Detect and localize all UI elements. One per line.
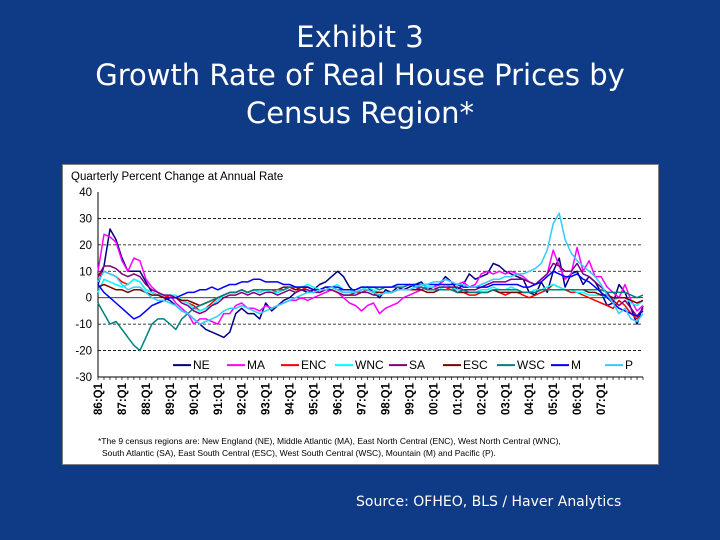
y-tick-label: 30 [79,213,92,225]
y-tick-label: 40 [79,187,92,199]
legend-label-ma: MA [247,358,265,372]
series-line-p [97,212,644,325]
source-note: Source: OFHEO, BLS / Haver Analytics [356,494,622,510]
series-line-sa [97,262,644,317]
x-tick-label: 90:Q1 [189,382,201,415]
title-line-3: Census Region* [245,96,475,130]
x-tick-label: 03:Q1 [500,382,512,415]
chart-panel: Quarterly Percent Change at Annual Rate … [62,164,659,465]
x-tick-label: 02:Q1 [476,382,488,415]
y-tick-label: -30 [75,372,92,384]
x-tick-label: 88:Q1 [141,382,153,415]
legend-label-sa: SA [409,358,425,372]
legend-label-ne: NE [193,358,210,372]
y-tick-label: 20 [79,240,92,252]
x-tick-label: 89:Q1 [165,382,177,415]
x-tick-label: 04:Q1 [524,382,536,415]
y-tick-label: -20 [75,346,92,358]
x-tick-label: 96:Q1 [333,382,345,415]
x-tick-label: 86:Q1 [93,382,105,415]
y-tick-label: 10 [79,266,92,278]
x-tick-label: 97:Q1 [357,382,369,415]
chart-footnote: *The 9 census regions are: New England (… [98,435,653,459]
x-tick-label: 87:Q1 [117,382,129,415]
x-tick-label: 99:Q1 [404,382,416,415]
y-axis-label: Quarterly Percent Change at Annual Rate [71,171,283,183]
axes: -30 -20 -10 0 10 20 30 40 86:Q1 87:Q1 88:Q1 89:Q1 90… [75,187,644,415]
x-tick-label: 98:Q1 [380,382,392,415]
x-tick-label: 05:Q1 [548,382,560,415]
x-tick-label: 07:Q1 [596,382,608,415]
legend-label-m: M [571,358,581,372]
footnote-line-2: South Atlantic (SA), East South Central … [102,448,496,458]
legend: NE MA ENC WNC SA ESC WSC M P [173,358,633,372]
legend-label-wsc: WSC [517,358,545,372]
legend-label-enc: ENC [301,358,327,372]
legend-label-wnc: WNC [355,358,384,372]
line-chart: Quarterly Percent Change at Annual Rate … [71,171,644,415]
y-tick-label: 0 [86,293,92,305]
x-tick-label: 91:Q1 [213,382,225,415]
x-tick-label: 95:Q1 [309,382,321,415]
x-tick-label: 92:Q1 [237,382,249,415]
x-tick-label: 06:Q1 [572,382,584,415]
series-line-ma [97,233,644,325]
legend-label-esc: ESC [463,358,488,372]
legend-label-p: P [625,358,633,372]
series-line-enc [97,270,644,320]
title-line-2: Growth Rate of Real House Prices by [95,58,625,92]
title-line-1: Exhibit 3 [296,20,424,54]
slide-title: Exhibit 3 Growth Rate of Real House Pric… [0,18,720,132]
series-line-wnc [97,278,644,312]
series-line-m [97,270,644,320]
x-tick-label: 01:Q1 [452,382,464,415]
series-lines [97,212,644,352]
y-tick-label: -10 [75,319,92,331]
x-tick-label: 00:Q1 [428,382,440,415]
x-tick-label: 94:Q1 [285,382,297,415]
footnote-line-1: *The 9 census regions are: New England (… [98,436,561,446]
x-tick-label: 93:Q1 [261,382,273,415]
grid-lines [98,218,643,351]
